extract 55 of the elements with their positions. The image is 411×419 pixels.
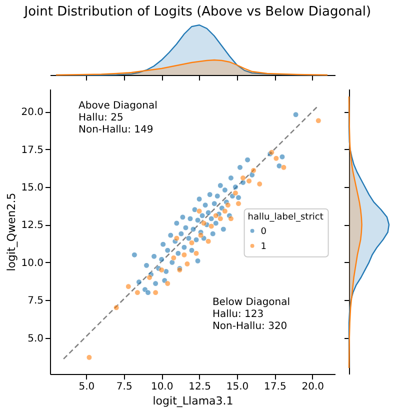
point [212,212,219,219]
point [86,354,92,360]
y-tick-label: 17.5 [21,144,44,156]
point [146,274,153,280]
annotation: Below Diagonal Hallu: 123 Non-Hallu: 320 [212,297,290,332]
point [152,290,159,296]
legend-label: 1 [260,242,267,252]
point [205,238,212,244]
point [113,304,120,311]
point [240,174,246,181]
point [228,216,234,222]
x-tick-label: 10.0 [150,382,174,392]
y-axis-title: logit_Qwen2.5 [5,192,18,272]
x-tick-label: 5.0 [78,382,95,392]
point [256,181,263,187]
x-tick-label: 15.0 [226,382,249,392]
point [170,254,177,261]
point [188,240,195,246]
y-tick-label: 10.0 [21,258,44,269]
x-tick-label: 17.5 [264,382,286,392]
y-tick-label: 20.0 [21,107,44,118]
point [196,208,202,214]
point [222,208,228,214]
point [200,220,207,226]
point [198,232,204,238]
x-axis-title: logit_Llama3.1 [152,394,234,408]
point [208,223,214,230]
point [246,178,252,184]
x-tick-label: 7.5 [116,382,132,392]
point [273,155,280,162]
chart-title: Joint Distribution of Logits (Above vs Below Diagonal) [23,4,372,20]
point [174,235,180,242]
point [232,190,238,196]
y-tick-label: 15.0 [21,182,44,194]
x-tick-label: 12.5 [188,382,211,392]
point [158,266,165,273]
point [224,202,231,208]
point [315,118,322,124]
point [236,200,242,207]
point [250,167,257,174]
point [193,250,200,256]
point [217,216,224,222]
legend-title: hallu_label_strict [248,212,324,222]
x-tick-label: 20.0 [302,382,324,392]
point [280,164,287,170]
annotation: Above Diagonal Hallu: 25 Non-Hallu: 149 [78,100,158,136]
point [184,260,190,267]
point [125,284,132,290]
point [164,280,171,287]
legend-label: 0 [260,226,267,237]
y-tick-label: 5.0 [28,333,44,344]
point [134,290,140,296]
y-tick-label: 12.5 [21,220,44,232]
point [181,252,188,258]
y-tick-label: 7.5 [28,296,44,307]
